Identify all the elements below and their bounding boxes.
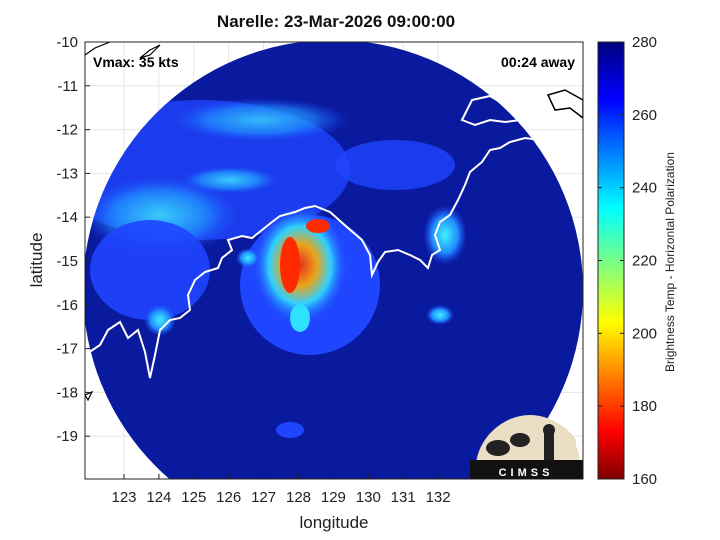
vmax-label: Vmax: 35 kts bbox=[93, 54, 179, 70]
time-offset-label: 00:24 away bbox=[501, 54, 575, 70]
x-tick-label: 127 bbox=[251, 489, 276, 506]
colorbar-tick-label: 280 bbox=[632, 34, 657, 51]
colorbar: 280 260 240 220 200 180 160 Brightness Temp - … bbox=[597, 34, 677, 488]
colorbar-tick-label: 260 bbox=[632, 107, 657, 124]
y-tick-label: -16 bbox=[56, 297, 78, 314]
x-tick-label: 128 bbox=[286, 489, 311, 506]
colorbar-tick-label: 160 bbox=[632, 471, 657, 488]
x-tick-label: 132 bbox=[426, 489, 451, 506]
x-tick-label: 124 bbox=[146, 489, 171, 506]
x-tick-label: 126 bbox=[216, 489, 241, 506]
colorbar-tick-label: 180 bbox=[632, 398, 657, 415]
y-axis: -10 -11 -12 -13 -14 -15 -16 -17 -18 -19 bbox=[56, 34, 90, 445]
x-tick-label: 129 bbox=[321, 489, 346, 506]
y-tick-label: -13 bbox=[56, 165, 78, 182]
y-tick-label: -14 bbox=[56, 209, 78, 226]
cimss-logo: CIMSS bbox=[470, 415, 583, 479]
y-tick-label: -11 bbox=[57, 78, 78, 95]
y-tick-label: -12 bbox=[56, 122, 78, 139]
logo-text: CIMSS bbox=[499, 467, 554, 479]
colorbar-tick-label: 220 bbox=[632, 253, 657, 270]
x-tick-label: 123 bbox=[111, 489, 136, 506]
y-tick-label: -18 bbox=[56, 384, 78, 401]
x-axis-label: longitude bbox=[299, 513, 368, 532]
map-title: Narelle: 23-Mar-2026 09:00:00 bbox=[216, 12, 456, 31]
x-tick-label: 131 bbox=[391, 489, 416, 506]
colorbar-tick-label: 240 bbox=[632, 180, 657, 197]
x-tick-label: 125 bbox=[181, 489, 206, 506]
y-tick-label: -17 bbox=[56, 341, 78, 358]
colorbar-tick-label: 200 bbox=[632, 325, 657, 342]
x-axis: 123 124 125 126 127 128 129 130 131 132 bbox=[111, 474, 451, 506]
colorbar-label: Brightness Temp - Horizontal Polarizatio… bbox=[663, 152, 677, 372]
coastline bbox=[85, 42, 583, 402]
colorbar-scale bbox=[597, 41, 625, 480]
y-tick-label: -15 bbox=[56, 253, 78, 270]
y-tick-label: -19 bbox=[56, 428, 78, 445]
x-tick-label: 130 bbox=[356, 489, 381, 506]
y-tick-label: -10 bbox=[56, 34, 78, 51]
y-axis-label: latitude bbox=[27, 233, 46, 288]
